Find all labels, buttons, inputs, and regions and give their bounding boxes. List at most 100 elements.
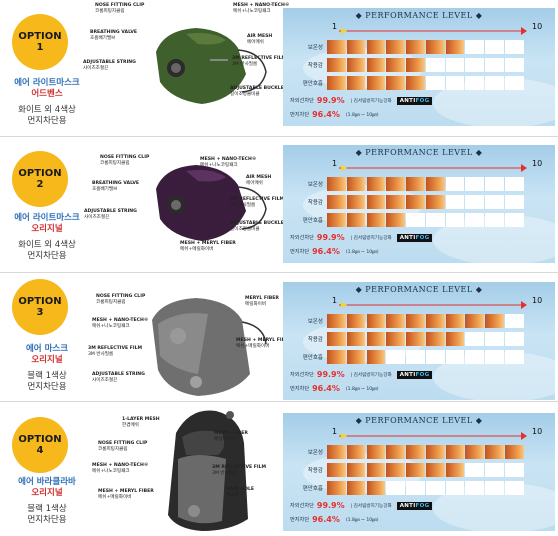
level-bar bbox=[485, 40, 504, 54]
level-bar bbox=[366, 463, 386, 477]
scale-arrow-icon bbox=[339, 27, 527, 35]
level-bar bbox=[386, 445, 405, 459]
level-bar bbox=[366, 350, 386, 364]
option-badge-title: OPTION bbox=[18, 167, 62, 179]
section-divider bbox=[0, 272, 558, 273]
level-bar bbox=[505, 463, 524, 477]
antifog-logo: ANTIFOG bbox=[396, 370, 433, 379]
product-desc-line2: 먼지차단용 bbox=[27, 250, 67, 261]
product-desc-line1: 화이트 외 4색상 bbox=[18, 240, 76, 251]
level-bar bbox=[346, 213, 366, 227]
performance-row-label: 편안호흡 bbox=[302, 486, 323, 492]
level-bar bbox=[386, 314, 405, 328]
callout: ADJUSTABLE BUCKLE 길이조정클비클 bbox=[230, 221, 284, 232]
level-bar bbox=[505, 314, 524, 328]
performance-row: 착용감 bbox=[289, 332, 525, 346]
callout: MERYL FIBER 메릴화이버 bbox=[245, 296, 279, 307]
product-name-block: 에어 마스크 오리지널 블랙 1색상 먼지차단용 bbox=[6, 344, 88, 393]
callout: ADJUSTABLE BUCKLE 길이조정클비클 bbox=[230, 86, 284, 97]
product-desc-line1: 블랙 1색상 bbox=[27, 371, 67, 382]
level-bar bbox=[327, 314, 346, 328]
level-bar bbox=[406, 76, 425, 90]
uv-stat: 자외선차단 99.9% | 김서림방지기능강화 ANTIFOG bbox=[290, 233, 433, 242]
callout: MESH + NANO-TECH® 메쉬+나노코팅패크 bbox=[200, 157, 257, 168]
performance-title: ◆ PERFORMANCE LEVEL ◆ bbox=[355, 416, 483, 425]
level-bar bbox=[425, 213, 445, 227]
callout: ADJUSTABLE STRING 사이즈조절끈 bbox=[92, 372, 145, 383]
product-name-line1: 에어 바라클라바 bbox=[18, 477, 76, 487]
callout: BREATHING VALVE 호흡배기밸브 bbox=[92, 181, 140, 192]
antifog-logo: ANTIFOG bbox=[396, 96, 433, 105]
performance-row-label: 착용감 bbox=[307, 63, 323, 69]
stat-note: | 김서림방지기능강화 bbox=[350, 98, 392, 104]
level-bar bbox=[366, 195, 386, 209]
level-bar bbox=[425, 350, 445, 364]
performance-row: 편안호흡 bbox=[289, 350, 525, 364]
callout: MERYL FIBER 메릴화이버 bbox=[214, 431, 248, 442]
level-bar bbox=[505, 76, 524, 90]
option-badge-number: 4 bbox=[36, 445, 44, 456]
level-bar bbox=[327, 463, 346, 477]
level-bar bbox=[445, 445, 465, 459]
callout: 1-LAYER MESH 한겹메쉬 bbox=[122, 417, 160, 428]
level-bar bbox=[465, 58, 485, 72]
level-bar bbox=[425, 332, 445, 346]
performance-title: ◆ PERFORMANCE LEVEL ◆ bbox=[355, 285, 483, 294]
callout: MESH + NANO-TECH® 메쉬+나노코팅패크 bbox=[92, 318, 149, 329]
product-name-line2: 어드벤스 bbox=[31, 88, 63, 99]
callout: ADJUSTABLE STRING 사이즈조절끈 bbox=[83, 60, 136, 71]
level-bar bbox=[485, 463, 504, 477]
level-bar bbox=[425, 463, 445, 477]
level-bar bbox=[505, 350, 524, 364]
level-bar bbox=[366, 314, 386, 328]
level-bar bbox=[346, 177, 366, 191]
option-badge: OPTION 2 bbox=[12, 151, 68, 207]
level-bar bbox=[386, 195, 405, 209]
level-bar bbox=[406, 177, 425, 191]
level-bar bbox=[346, 350, 366, 364]
level-bar bbox=[505, 177, 524, 191]
level-bar bbox=[406, 314, 425, 328]
level-bar bbox=[425, 58, 445, 72]
callout: NOSE FITTING CLIP 코롬피팅지클립 bbox=[100, 155, 150, 166]
product-desc-line1: 화이트 외 4색상 bbox=[18, 105, 76, 116]
stat-label: 자외선차단 bbox=[290, 503, 314, 509]
stat-value: 99.9% bbox=[316, 501, 345, 510]
level-bar bbox=[406, 481, 425, 495]
product-name-block: 에어 라이트마스크 오리지널 화이트 외 4색상 먼지차단용 bbox=[6, 213, 88, 262]
level-bar bbox=[406, 332, 425, 346]
level-bar bbox=[485, 314, 504, 328]
level-bar bbox=[425, 314, 445, 328]
scale-max: 10 bbox=[532, 22, 543, 31]
level-bar bbox=[406, 213, 425, 227]
performance-row: 보온성 bbox=[289, 40, 525, 54]
level-bar bbox=[505, 58, 524, 72]
callout: NOSE FITTING CLIP 코롬피팅지클립 bbox=[95, 3, 145, 14]
callout: MESH + MERYL FIBER 메쉬+메릴화이버 bbox=[180, 241, 236, 252]
scale-arrow-icon bbox=[339, 301, 527, 309]
stat-value: 99.9% bbox=[316, 233, 345, 242]
level-bar bbox=[386, 481, 405, 495]
option-section-3: OPTION 3 에어 마스크 오리지널 블랙 1색상 먼지차단용 NOSE F… bbox=[0, 274, 558, 407]
level-bar bbox=[386, 463, 405, 477]
performance-row: 착용감 bbox=[289, 463, 525, 477]
level-bar bbox=[386, 350, 405, 364]
level-bar bbox=[505, 195, 524, 209]
level-bar bbox=[327, 76, 346, 90]
stat-label: 먼지차단 bbox=[290, 386, 310, 392]
level-bar bbox=[346, 332, 366, 346]
level-bar bbox=[445, 350, 465, 364]
level-bar bbox=[465, 195, 485, 209]
callout: MESH + NANO-TECH® 메쉬+나노코팅패크 bbox=[233, 3, 290, 14]
stat-note: | 김서림방지기능강화 bbox=[350, 235, 392, 241]
product-desc-line1: 블랙 1색상 bbox=[27, 504, 67, 515]
mask-illustration bbox=[156, 28, 267, 104]
stat-label: 자외선차단 bbox=[290, 98, 314, 104]
callout: 3M REFLECTIVE FILM 3M 반사필름 bbox=[232, 56, 287, 67]
scale-min: 1 bbox=[332, 22, 338, 31]
antifog-logo: ANTIFOG bbox=[396, 233, 433, 242]
level-bar bbox=[406, 40, 425, 54]
stat-note: (1.8㎛ ~ 10㎛) bbox=[345, 386, 379, 392]
stat-value: 99.9% bbox=[316, 370, 345, 379]
level-bar bbox=[465, 463, 485, 477]
